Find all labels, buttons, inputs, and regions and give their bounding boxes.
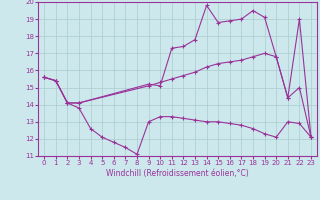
X-axis label: Windchill (Refroidissement éolien,°C): Windchill (Refroidissement éolien,°C) [106,169,249,178]
